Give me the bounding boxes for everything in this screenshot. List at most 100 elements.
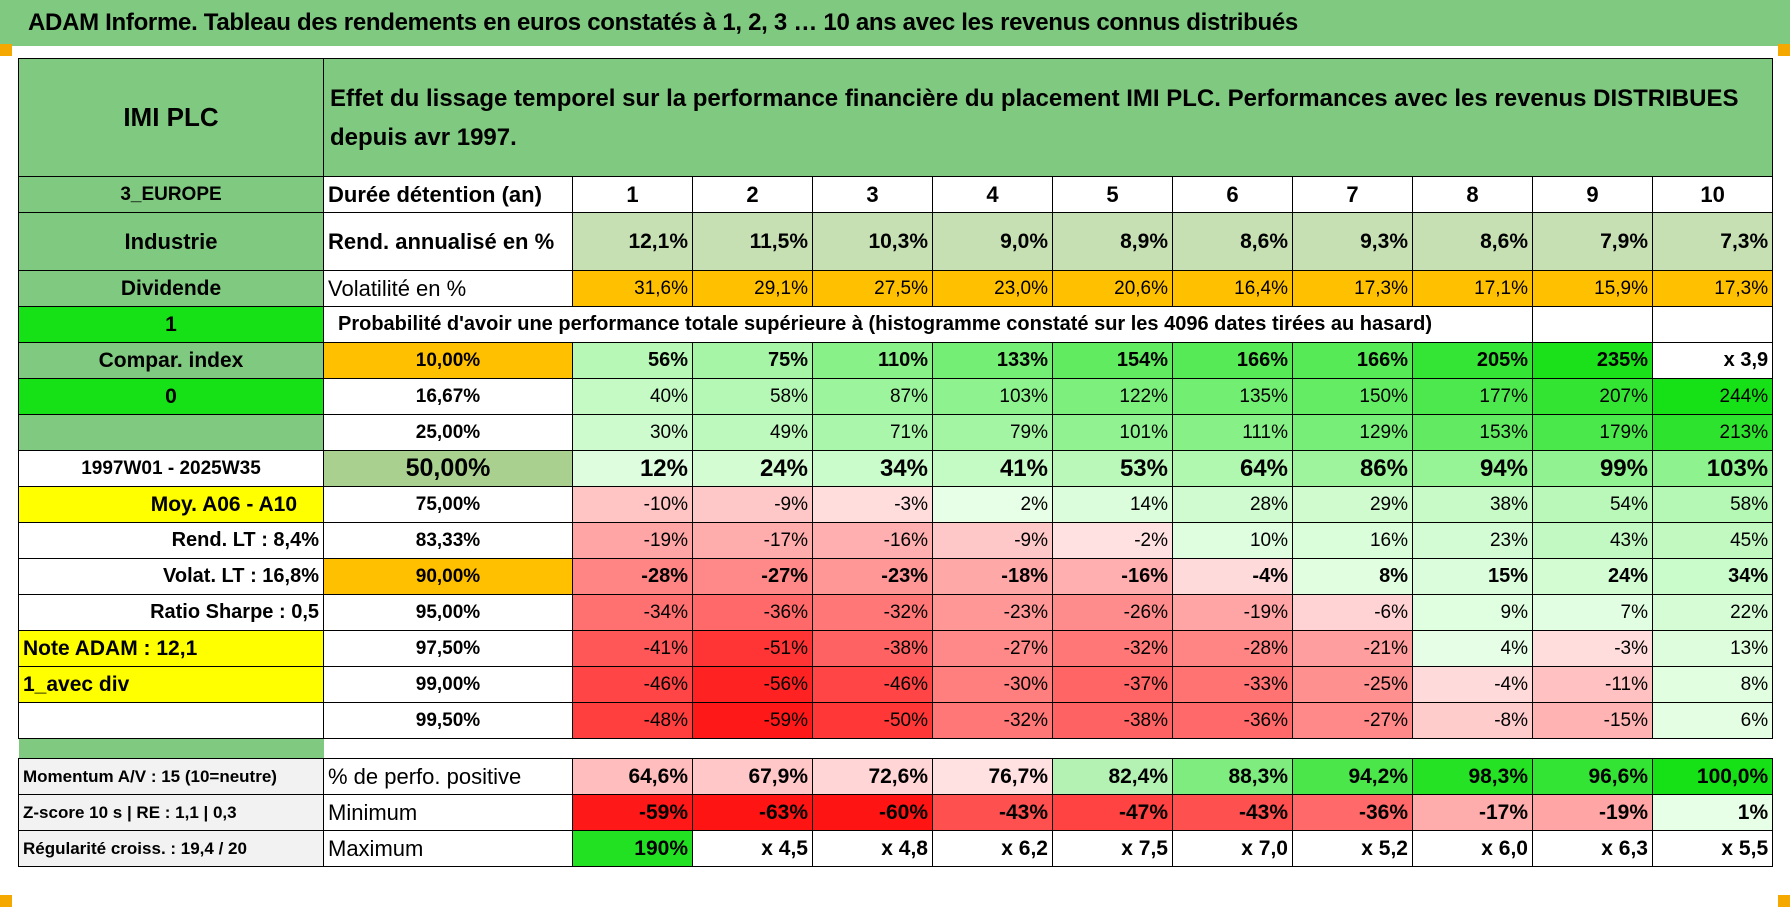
resize-handle-bottom-right[interactable] bbox=[1778, 895, 1790, 907]
annual-return-cell: 7,3% bbox=[1651, 212, 1774, 271]
sector-label: Industrie bbox=[18, 212, 324, 271]
annual-return-cell: 11,5% bbox=[692, 212, 813, 271]
maximum-cell: x 5,2 bbox=[1292, 830, 1413, 867]
resize-handle-left[interactable] bbox=[0, 44, 12, 56]
spacer-bar bbox=[18, 738, 324, 759]
performance-cell: -26% bbox=[1052, 594, 1173, 631]
maximum-label: Maximum bbox=[323, 830, 573, 867]
maximum-cell: x 6,0 bbox=[1412, 830, 1533, 867]
region-label: 3_EUROPE bbox=[18, 176, 324, 213]
maximum-cell: x 5,5 bbox=[1651, 830, 1774, 867]
performance-cell: 34% bbox=[812, 450, 933, 487]
performance-cell: -34% bbox=[572, 594, 693, 631]
zscore-label: Z-score 10 s | RE : 1,1 | 0,3 bbox=[18, 794, 324, 831]
resize-handle-right[interactable] bbox=[1778, 44, 1790, 56]
performance-cell: 6% bbox=[1651, 702, 1774, 739]
minimum-cell: -60% bbox=[812, 794, 933, 831]
annual-return-cell: 9,0% bbox=[932, 212, 1053, 271]
year-header: 4 bbox=[932, 176, 1053, 213]
performance-cell: 99% bbox=[1532, 450, 1653, 487]
performance-cell: 49% bbox=[692, 414, 813, 451]
performance-cell: 38% bbox=[1412, 486, 1533, 523]
probability-threshold: 90,00% bbox=[323, 558, 573, 595]
performance-cell: 41% bbox=[932, 450, 1053, 487]
positive-perf-label: % de perfo. positive bbox=[323, 758, 573, 795]
volatility-cell: 23,0% bbox=[932, 270, 1053, 307]
regularity-label: Régularité croiss. : 19,4 / 20 bbox=[18, 830, 324, 867]
volatility-cell: 27,5% bbox=[812, 270, 933, 307]
adam-score: Note ADAM : 12,1 bbox=[18, 630, 324, 667]
minimum-cell: -17% bbox=[1412, 794, 1533, 831]
annual-return-cell: 8,9% bbox=[1052, 212, 1173, 271]
performance-cell: -23% bbox=[812, 558, 933, 595]
performance-cell: -18% bbox=[932, 558, 1053, 595]
duration-label: Durée détention (an) bbox=[323, 176, 573, 213]
performance-cell: -38% bbox=[1052, 702, 1173, 739]
positive-perf-cell: 64,6% bbox=[572, 758, 693, 795]
minimum-cell: -36% bbox=[1292, 794, 1413, 831]
performance-cell: 166% bbox=[1292, 342, 1413, 379]
side-blank bbox=[18, 702, 324, 739]
performance-table: IMI PLC Effet du lissage temporel sur la… bbox=[18, 58, 1774, 867]
performance-cell: 64% bbox=[1172, 450, 1293, 487]
type-label: Dividende bbox=[18, 270, 324, 307]
performance-cell: -37% bbox=[1052, 666, 1173, 703]
performance-cell: -46% bbox=[572, 666, 693, 703]
minimum-cell: 1% bbox=[1651, 794, 1774, 831]
performance-cell: 23% bbox=[1412, 522, 1533, 559]
maximum-cell: x 4,5 bbox=[692, 830, 813, 867]
performance-cell: 129% bbox=[1292, 414, 1413, 451]
performance-cell: 133% bbox=[932, 342, 1053, 379]
probability-threshold: 75,00% bbox=[323, 486, 573, 523]
performance-cell: 101% bbox=[1052, 414, 1173, 451]
period-label: 1997W01 - 2025W35 bbox=[18, 450, 324, 487]
performance-cell: 205% bbox=[1412, 342, 1533, 379]
positive-perf-cell: 94,2% bbox=[1292, 758, 1413, 795]
resize-handle-bottom-left[interactable] bbox=[0, 895, 12, 907]
performance-cell: -33% bbox=[1172, 666, 1293, 703]
performance-cell: 7% bbox=[1532, 594, 1653, 631]
performance-cell: -32% bbox=[1052, 630, 1173, 667]
positive-perf-cell: 98,3% bbox=[1412, 758, 1533, 795]
performance-cell: -16% bbox=[1052, 558, 1173, 595]
performance-cell: 94% bbox=[1412, 450, 1533, 487]
volatility-cell: 29,1% bbox=[692, 270, 813, 307]
performance-cell: 177% bbox=[1412, 378, 1533, 415]
performance-cell: 122% bbox=[1052, 378, 1173, 415]
volatility-cell: 17,3% bbox=[1651, 270, 1774, 307]
positive-perf-cell: 72,6% bbox=[812, 758, 933, 795]
performance-cell: -15% bbox=[1532, 702, 1653, 739]
performance-cell: 153% bbox=[1412, 414, 1533, 451]
performance-cell: 54% bbox=[1532, 486, 1653, 523]
performance-cell: -32% bbox=[932, 702, 1053, 739]
performance-cell: 110% bbox=[812, 342, 933, 379]
year-header: 3 bbox=[812, 176, 933, 213]
report-title: ADAM Informe. Tableau des rendements en … bbox=[0, 0, 1790, 46]
probability-threshold: 95,00% bbox=[323, 594, 573, 631]
performance-cell: 8% bbox=[1651, 666, 1774, 703]
performance-cell: 103% bbox=[1651, 450, 1774, 487]
sharpe-ratio: Ratio Sharpe : 0,5 bbox=[18, 594, 324, 631]
minimum-cell: -19% bbox=[1532, 794, 1653, 831]
annual-return-cell: 12,1% bbox=[572, 212, 693, 271]
performance-cell: 244% bbox=[1651, 378, 1774, 415]
maximum-cell: x 4,8 bbox=[812, 830, 933, 867]
performance-cell: 10% bbox=[1172, 522, 1293, 559]
momentum-label: Momentum A/V : 15 (10=neutre) bbox=[18, 758, 324, 795]
performance-cell: 13% bbox=[1651, 630, 1774, 667]
performance-cell: -50% bbox=[812, 702, 933, 739]
positive-perf-cell: 76,7% bbox=[932, 758, 1053, 795]
performance-cell: -28% bbox=[572, 558, 693, 595]
year-header: 9 bbox=[1532, 176, 1653, 213]
average-label: Moy. A06 - A10 bbox=[18, 486, 324, 523]
performance-cell: 87% bbox=[812, 378, 933, 415]
performance-cell: -36% bbox=[1172, 702, 1293, 739]
performance-cell: -27% bbox=[1292, 702, 1413, 739]
performance-cell: 12% bbox=[572, 450, 693, 487]
performance-cell: x 3,9 bbox=[1651, 342, 1774, 379]
performance-cell: -59% bbox=[692, 702, 813, 739]
performance-cell: 235% bbox=[1532, 342, 1653, 379]
minimum-cell: -47% bbox=[1052, 794, 1173, 831]
performance-cell: 9% bbox=[1412, 594, 1533, 631]
probability-threshold: 25,00% bbox=[323, 414, 573, 451]
